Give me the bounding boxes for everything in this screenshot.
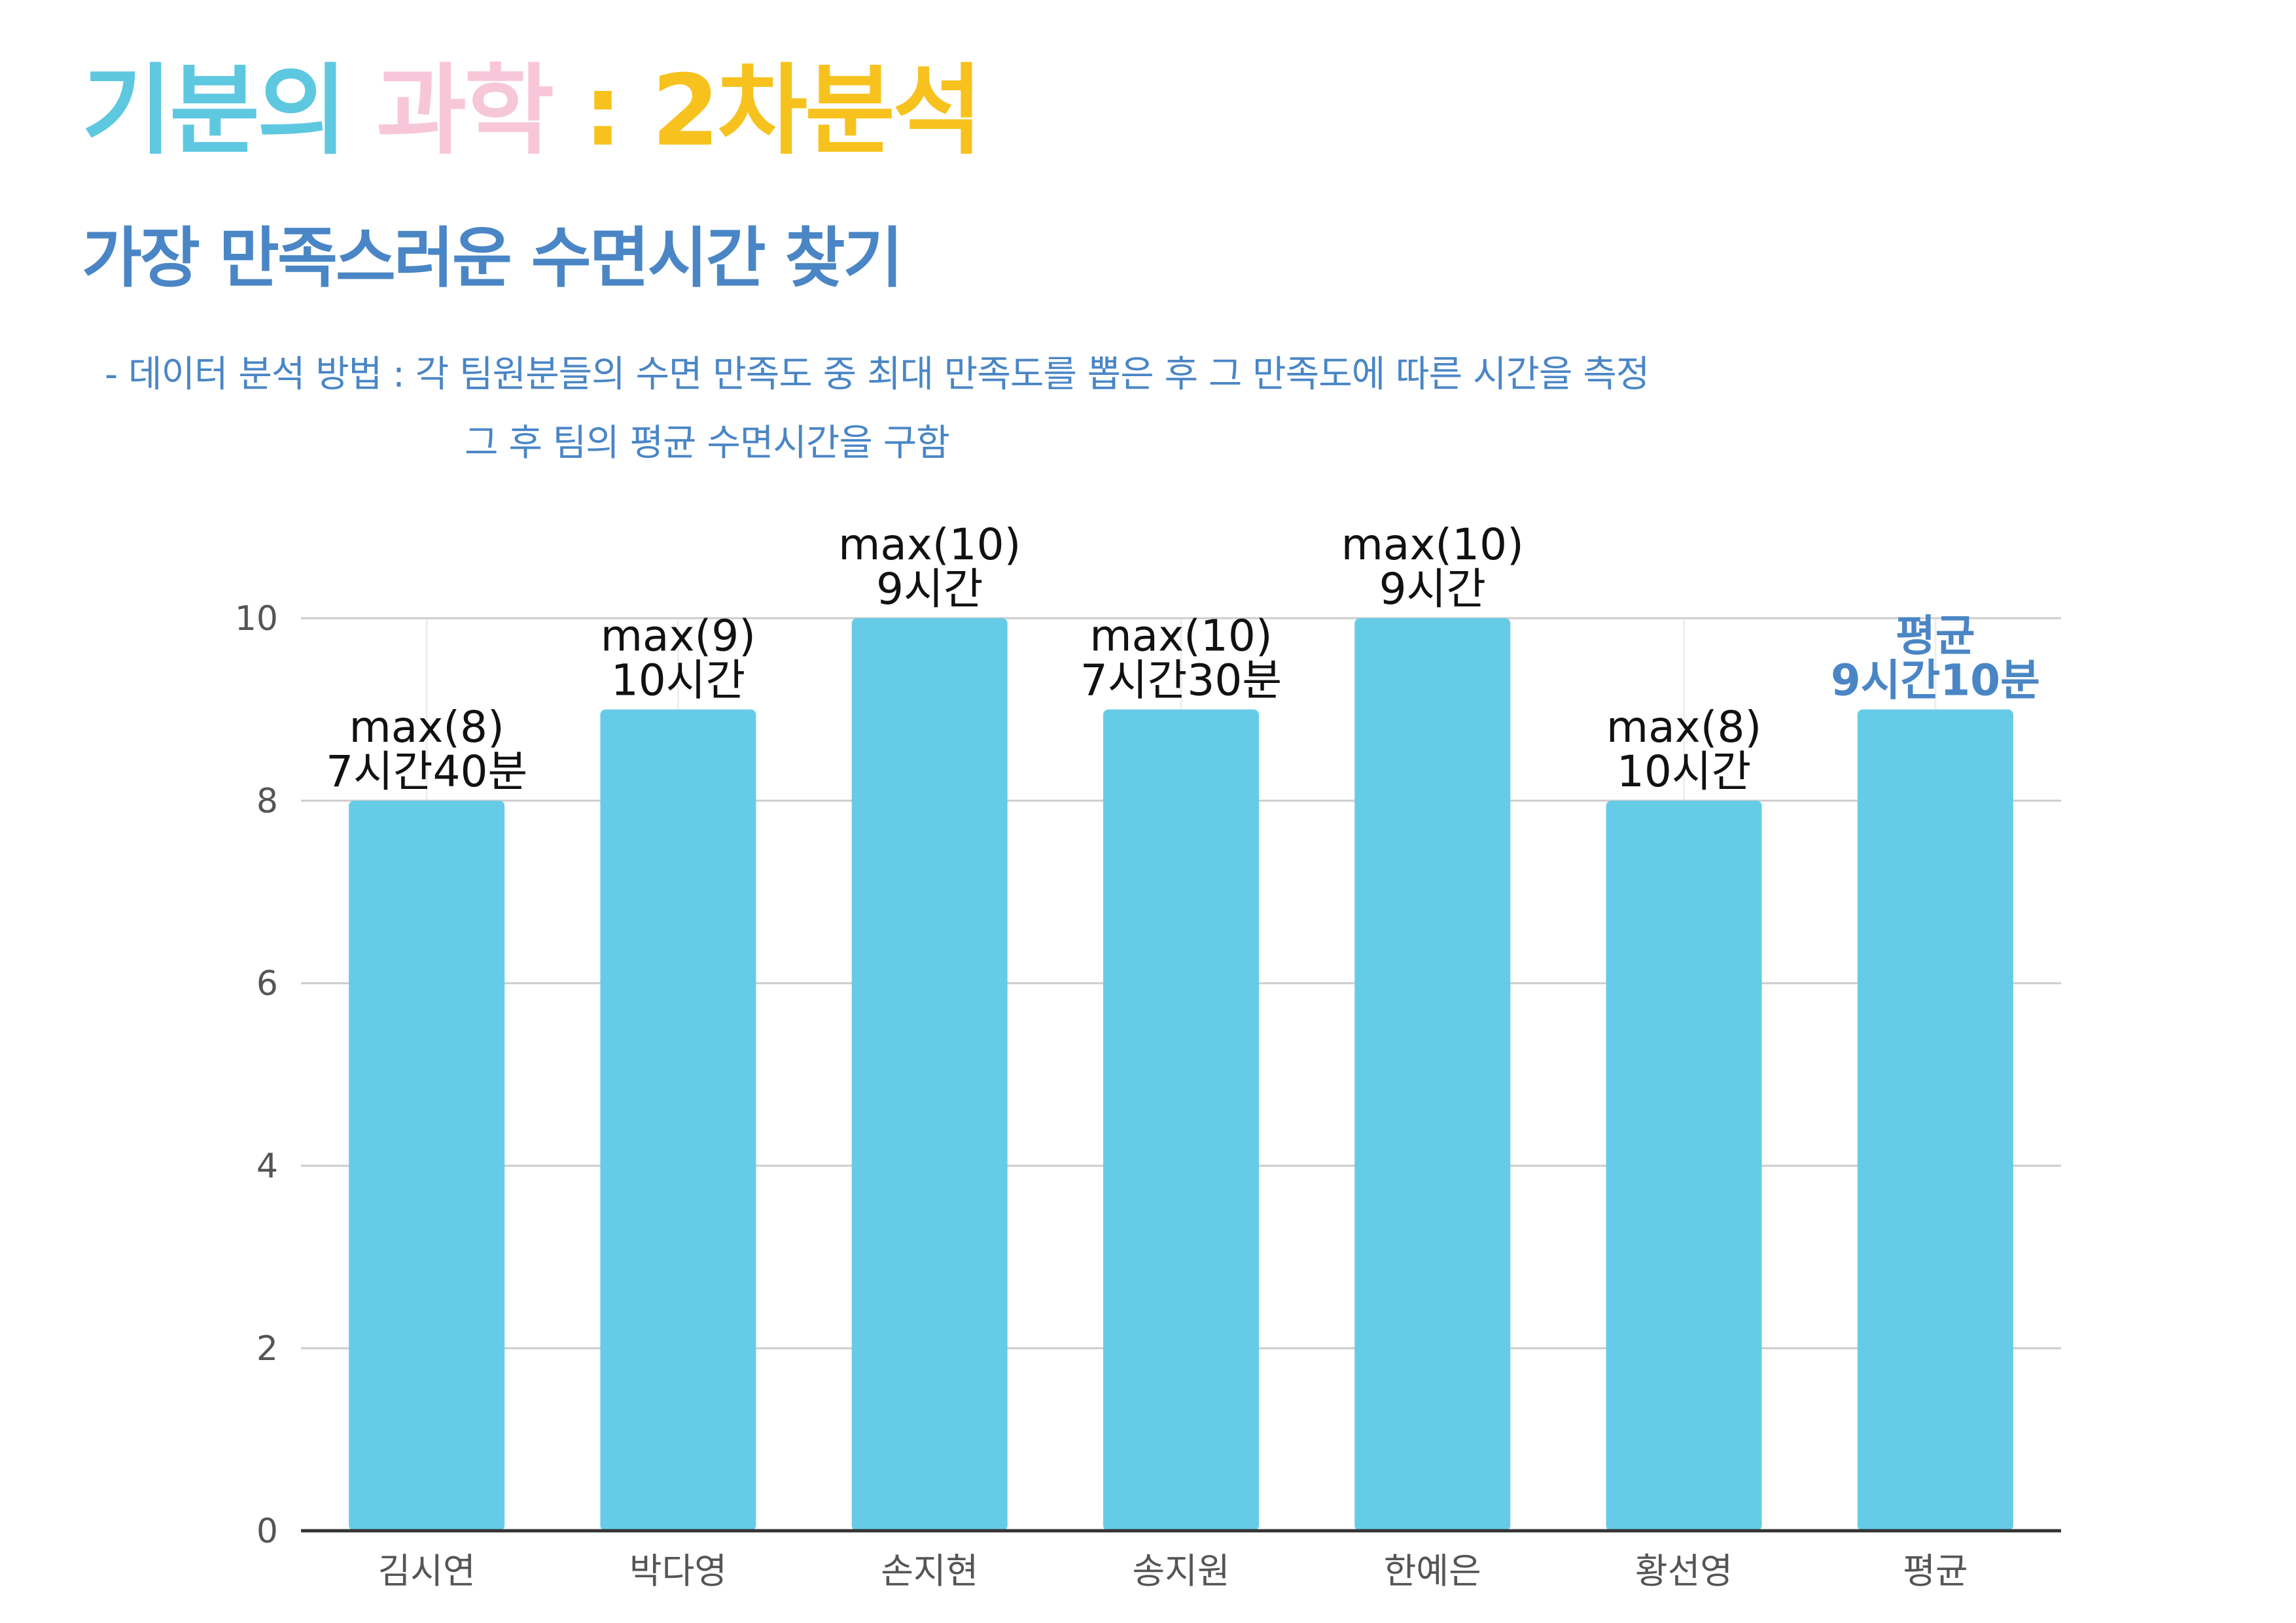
title-part-1: 기분의 — [82, 54, 347, 168]
data-label: max(10) — [1341, 519, 1524, 570]
x-tick-label: 손지현 — [881, 1550, 978, 1592]
y-tick-label: 6 — [256, 964, 278, 1003]
data-label: 평균 — [1896, 611, 1975, 661]
data-label: max(9) — [601, 611, 756, 661]
page-subtitle: 가장 만족스러운 수면시간 찾기 — [82, 220, 903, 296]
data-label: 9시간 — [1379, 564, 1486, 614]
analysis-method-line-1: - 데이터 분석 방법 : 각 팀원분들의 수면 만족도 중 최대 만족도를 뽑… — [105, 353, 1650, 396]
y-tick-label: 8 — [256, 782, 278, 821]
x-tick-label: 평균 — [1903, 1550, 1968, 1592]
x-tick-label: 박다영 — [629, 1550, 727, 1592]
bar — [1606, 801, 1762, 1531]
x-tick-label: 황선영 — [1635, 1550, 1733, 1592]
data-label: max(8) — [1606, 702, 1761, 752]
x-tick-label: 한예은 — [1384, 1550, 1481, 1592]
data-label: 7시간40분 — [326, 746, 527, 797]
data-label: max(10) — [1089, 611, 1272, 661]
bar — [851, 618, 1008, 1531]
bar — [1857, 709, 2013, 1531]
x-tick-label: 김시연 — [378, 1550, 476, 1592]
title-part-3: : 2차분석 — [583, 54, 983, 168]
data-label: max(10) — [838, 519, 1021, 570]
analysis-method-line-2: 그 후 팀의 평균 수면시간을 구함 — [465, 422, 950, 464]
data-label: 10시간 — [1617, 746, 1751, 797]
y-tick-label: 0 — [256, 1512, 278, 1551]
page-title: 기분의 과학 : 2차분석 — [82, 62, 983, 160]
y-tick-label: 10 — [235, 599, 278, 638]
bar — [349, 801, 505, 1531]
data-label: 9시간 — [876, 564, 983, 614]
y-tick-label: 2 — [256, 1329, 278, 1369]
x-tick-label: 송지원 — [1132, 1550, 1229, 1592]
bar — [1354, 618, 1511, 1531]
data-label: max(8) — [349, 702, 504, 752]
bar — [1103, 709, 1259, 1531]
title-part-2: 과학 — [376, 54, 554, 168]
data-label: 10시간 — [611, 655, 745, 706]
data-label: 9시간10분 — [1831, 655, 2040, 706]
data-label: 7시간30분 — [1080, 655, 1282, 706]
y-tick-label: 4 — [256, 1147, 278, 1186]
bar — [600, 709, 756, 1531]
